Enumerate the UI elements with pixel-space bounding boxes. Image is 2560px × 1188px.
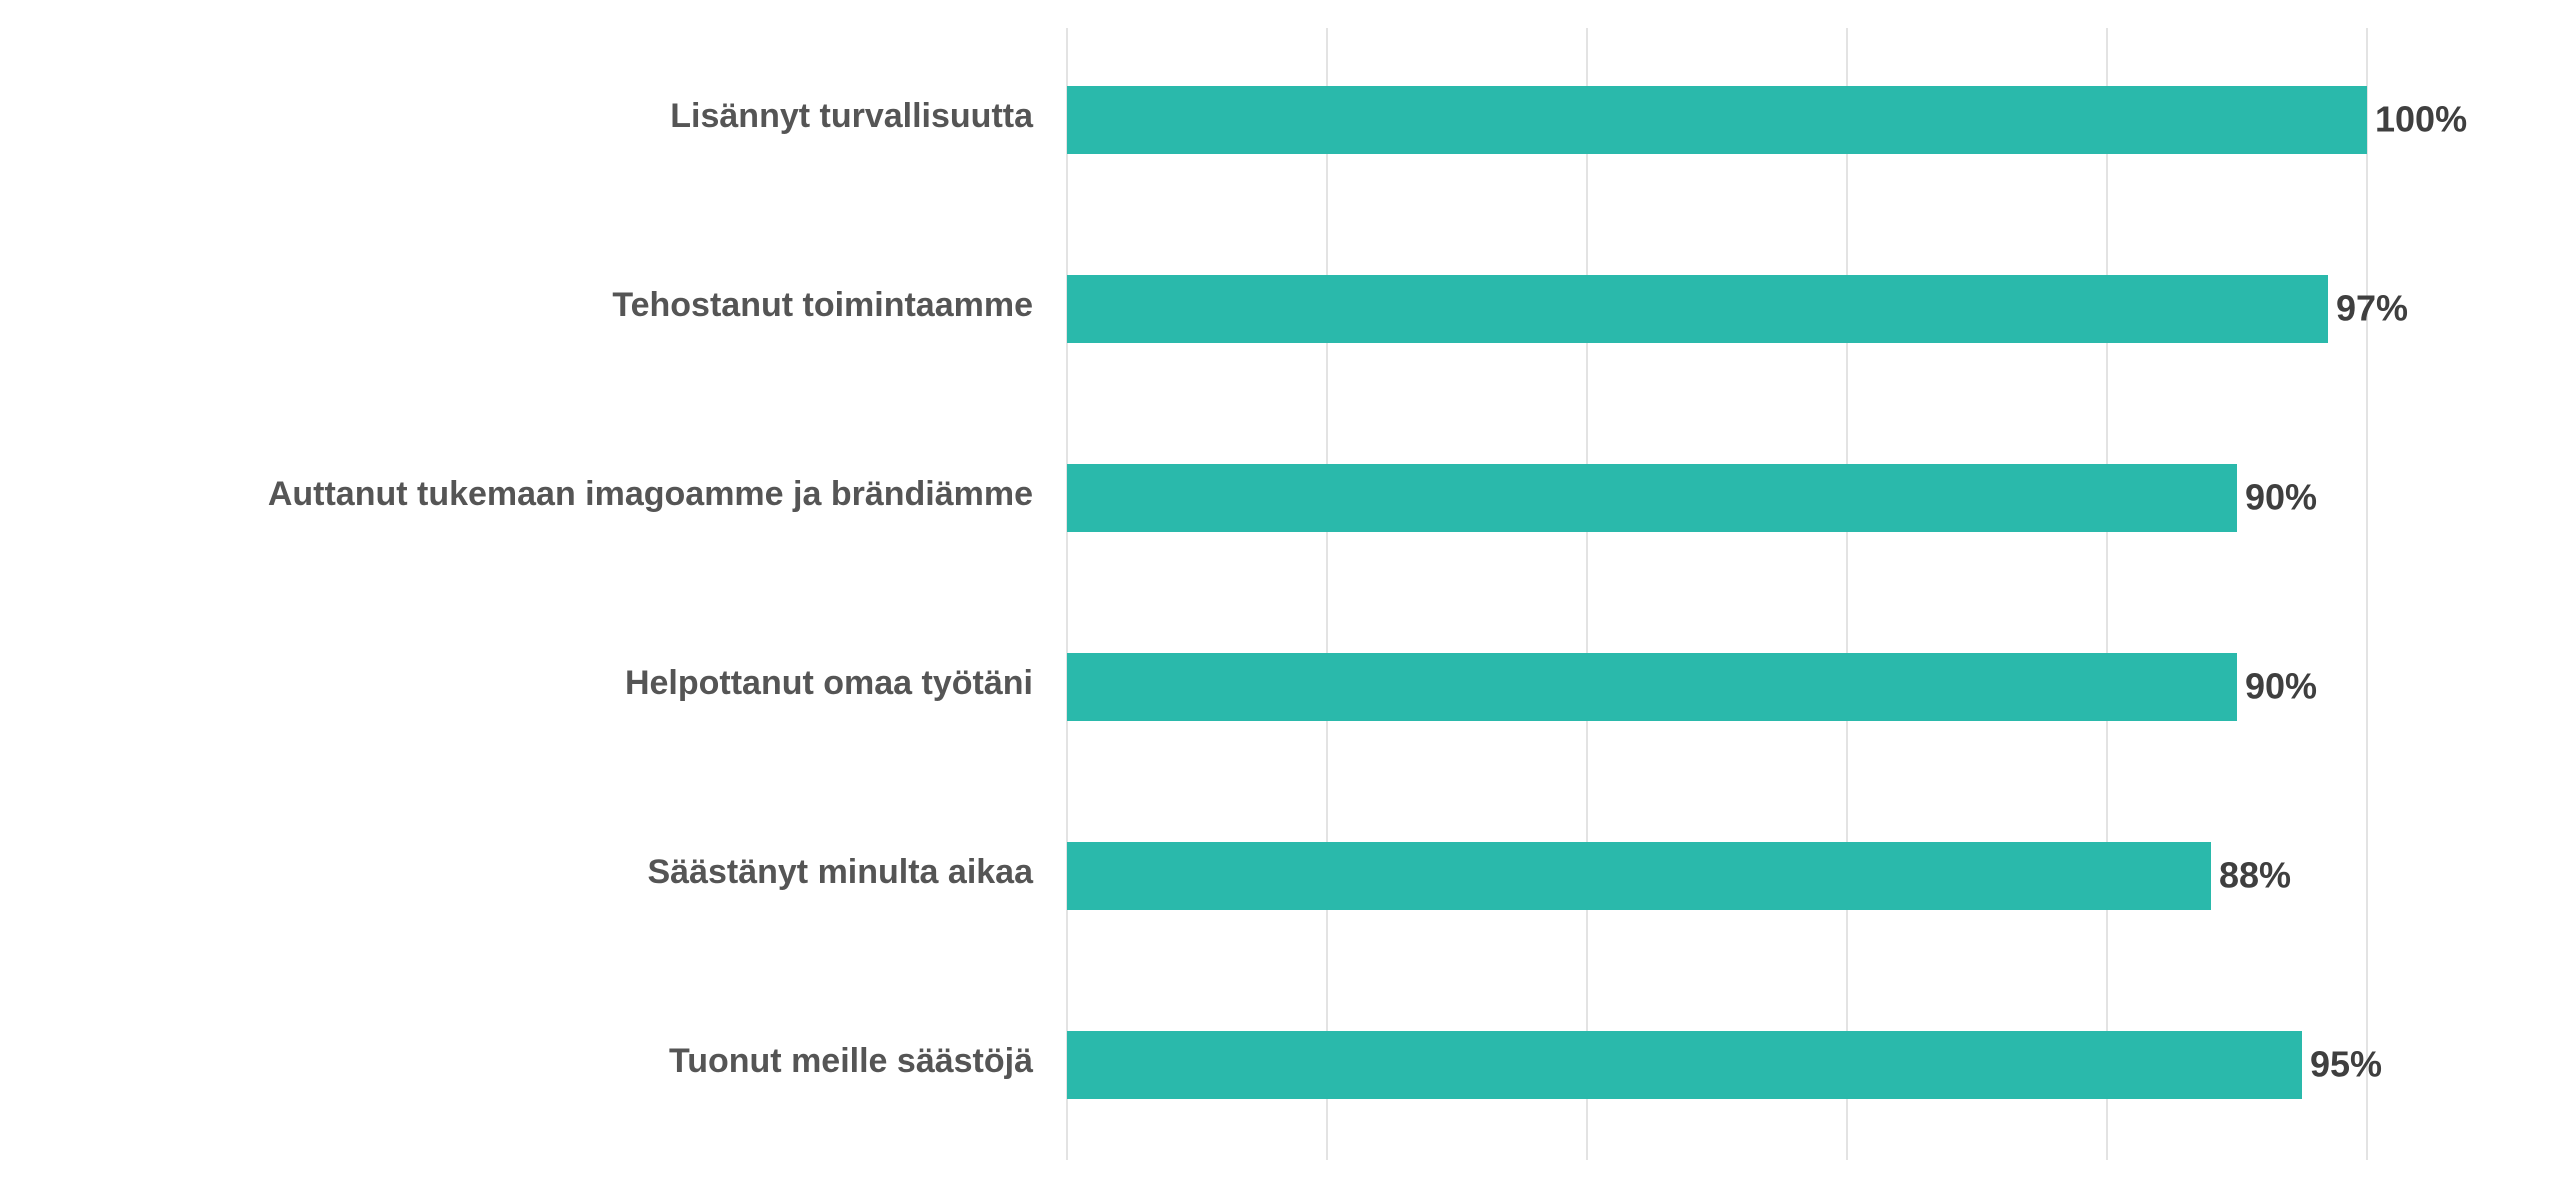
category-label: Lisännyt turvallisuutta — [670, 97, 1034, 135]
data-label: 88% — [2219, 855, 2291, 896]
bar — [1067, 464, 2237, 532]
category-label: Helpottanut omaa työtäni — [625, 664, 1033, 702]
data-label: 90% — [2245, 477, 2317, 518]
bar — [1067, 1031, 2302, 1099]
bar — [1067, 86, 2367, 154]
value-labels: 100% 97% 90% 90% 88% 95% — [2219, 99, 2467, 1085]
category-label: Säästänyt minulta aikaa — [647, 853, 1034, 891]
category-label: Tehostanut toimintaamme — [612, 286, 1033, 324]
data-label: 95% — [2310, 1044, 2382, 1085]
category-labels: Lisännyt turvallisuutta Tehostanut toimin… — [268, 97, 1034, 1080]
bar — [1067, 842, 2211, 910]
gridlines — [1066, 28, 2368, 1160]
data-label: 100% — [2375, 99, 2467, 140]
bar — [1067, 653, 2237, 721]
data-label: 90% — [2245, 666, 2317, 707]
bars — [1067, 86, 2367, 1099]
bar — [1067, 275, 2328, 343]
data-label: 97% — [2336, 288, 2408, 329]
category-label: Auttanut tukemaan imagoamme ja brändiämm… — [268, 475, 1033, 513]
category-label: Tuonut meille säästöjä — [669, 1042, 1033, 1080]
